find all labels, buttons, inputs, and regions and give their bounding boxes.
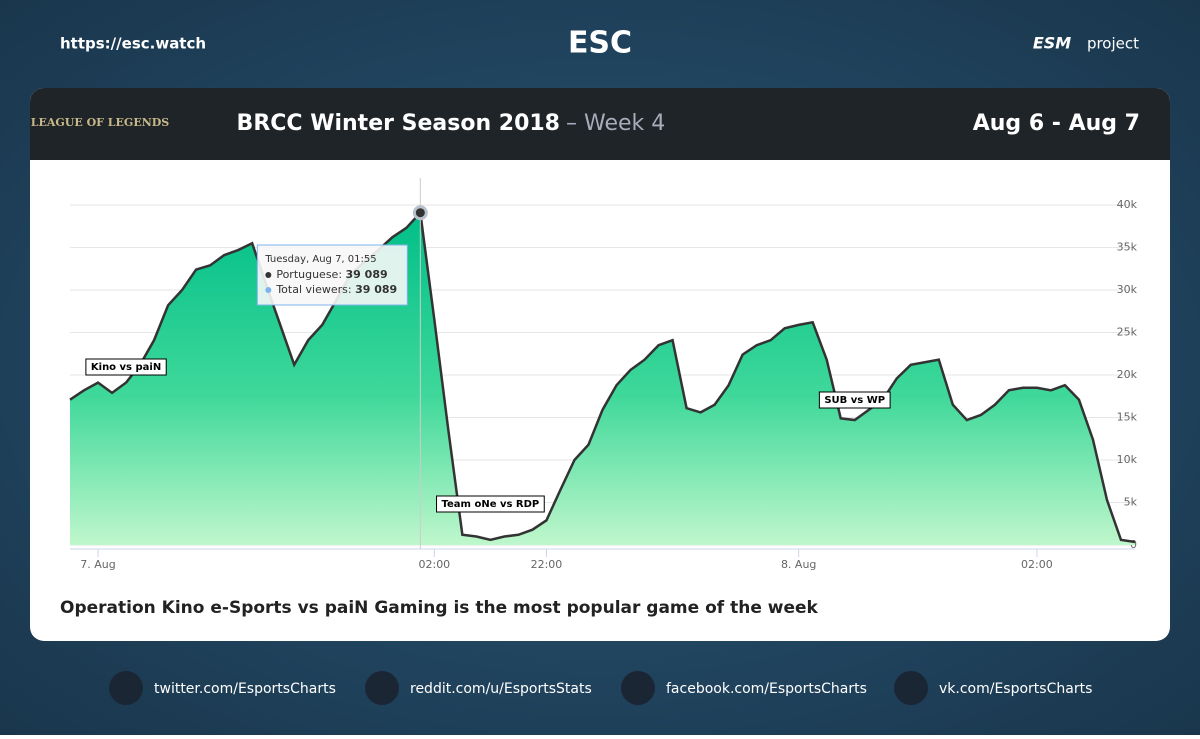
x-tick-label: 22:00 xyxy=(531,558,563,571)
hover-point xyxy=(412,205,428,221)
url: https://esc.watch xyxy=(60,35,206,53)
social-link: twitter.com/EsportsCharts xyxy=(154,681,336,697)
plot: 05k10k15k20k25k30k35k40k7. Aug02:0022:00… xyxy=(69,178,1138,571)
social-link: facebook.com/EsportsCharts xyxy=(666,681,867,697)
x-tick-label: 7. Aug xyxy=(80,558,115,571)
tooltip-dot xyxy=(265,272,272,278)
y-tick-label: 10k xyxy=(1117,453,1138,466)
tooltip xyxy=(256,244,408,306)
y-tick-label: 15k xyxy=(1117,411,1138,424)
footer: twitter.com/EsportsCharts reddit.com/u/Es… xyxy=(109,671,1092,705)
social-link: vk.com/EsportsCharts xyxy=(939,681,1092,697)
tooltip-row: Portuguese: 39 089 xyxy=(276,268,387,281)
annotation-label: Kino vs paiN xyxy=(91,362,161,373)
annotation-label: SUB vs WP xyxy=(824,395,885,406)
subtitle: – Week 4 xyxy=(566,111,665,136)
y-tick-label: 25k xyxy=(1117,326,1138,339)
project: project xyxy=(1087,35,1139,53)
social-icon xyxy=(894,671,928,705)
game-logo: LEAGUE OF LEGENDS xyxy=(31,116,170,129)
brand: ESM xyxy=(1033,34,1071,53)
tooltip-name: Total viewers xyxy=(275,283,348,296)
social-icon xyxy=(365,671,399,705)
annotation-box xyxy=(85,358,167,376)
annotation-label: Team oNe vs RDP xyxy=(442,499,540,510)
tooltip-row: Total viewers: 39 089 xyxy=(275,283,397,296)
area xyxy=(70,212,1135,545)
social-icon xyxy=(109,671,143,705)
tooltip-name: Portuguese xyxy=(276,268,338,281)
annotation-box xyxy=(818,391,891,409)
tooltip-value: 39 089 xyxy=(346,268,388,281)
title: BRCC Winter Season 2018 xyxy=(237,111,560,136)
card-header xyxy=(30,88,1170,160)
y-tick-label: 30k xyxy=(1117,283,1138,296)
annotation-box xyxy=(436,495,545,513)
tooltip-value: 39 089 xyxy=(355,283,397,296)
y-tick-label: 40k xyxy=(1117,198,1138,211)
y-tick-label: 5k xyxy=(1124,496,1138,509)
social-icon xyxy=(621,671,655,705)
social-link: reddit.com/u/EsportsStats xyxy=(410,681,592,697)
x-tick-label: 8. Aug xyxy=(781,558,816,571)
x-tick-label: 02:00 xyxy=(1021,558,1053,571)
tooltip-title: Tuesday, Aug 7, 01:55 xyxy=(264,254,376,265)
dates: Aug 6 - Aug 7 xyxy=(973,111,1140,136)
logo: ESC xyxy=(568,26,632,61)
x-tick-label: 02:00 xyxy=(418,558,450,571)
y-tick-label: 35k xyxy=(1117,241,1138,254)
caption: Operation Kino e-Sports vs paiN Gaming i… xyxy=(60,598,819,618)
y-tick-label: 20k xyxy=(1117,368,1138,381)
tooltip-dot xyxy=(265,287,272,293)
line xyxy=(69,209,1136,544)
